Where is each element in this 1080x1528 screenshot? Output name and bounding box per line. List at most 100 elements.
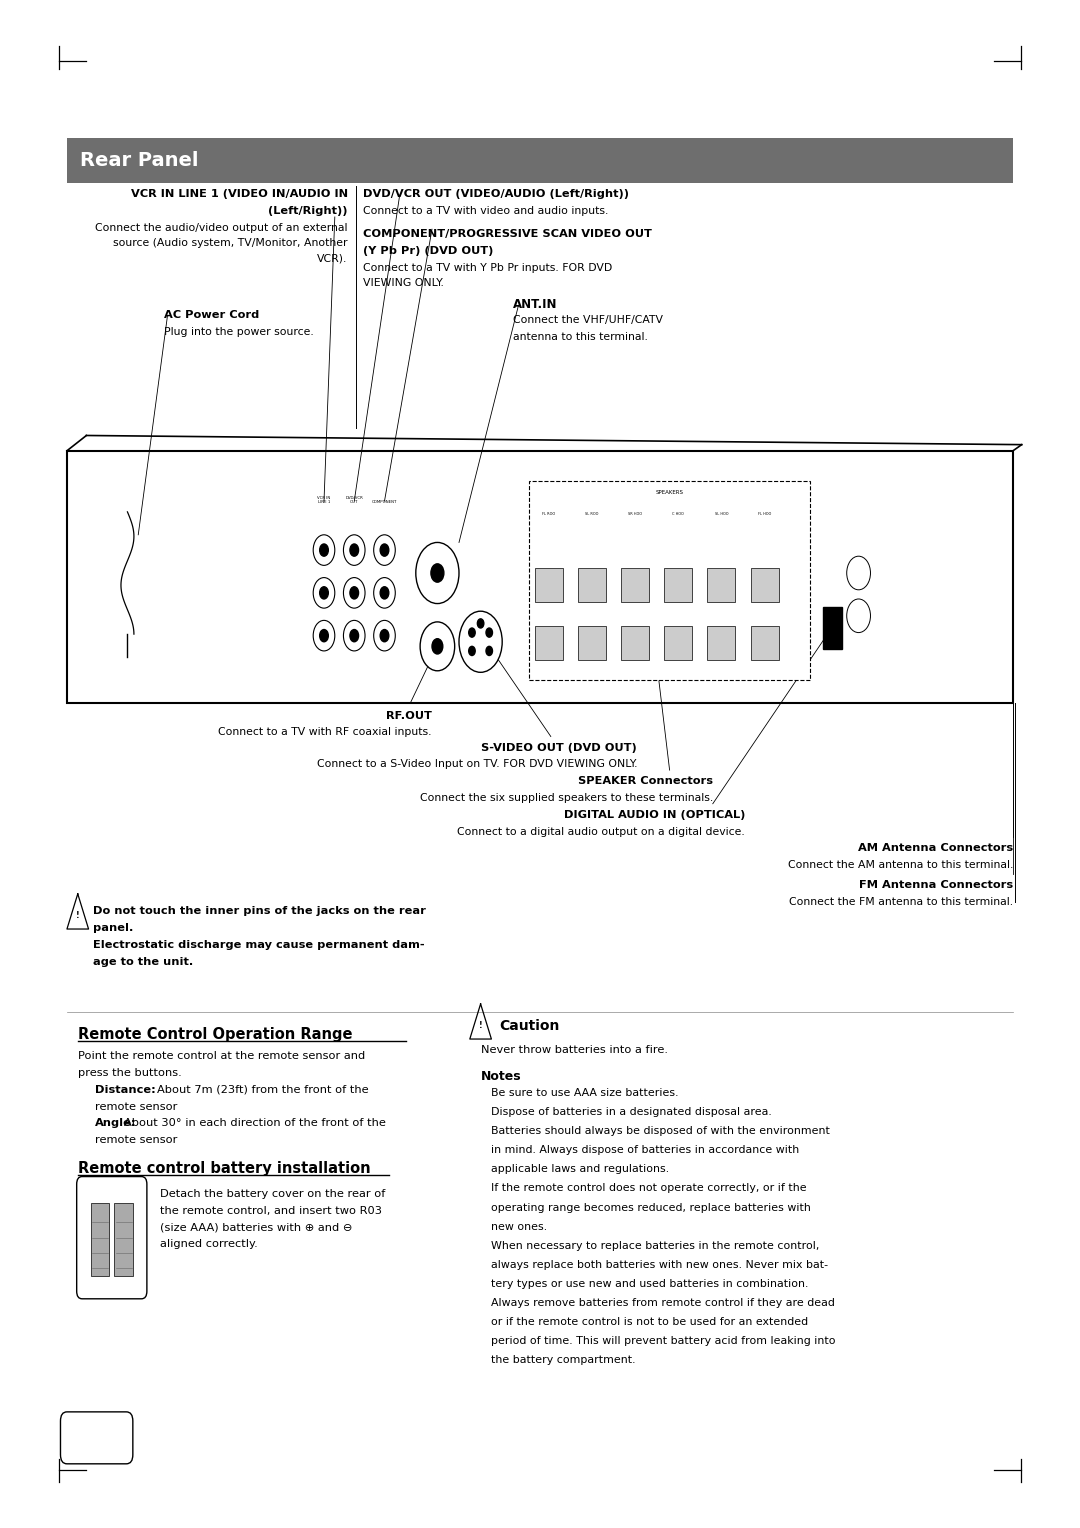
Text: S-VIDEO OUT (DVD OUT): S-VIDEO OUT (DVD OUT) <box>482 743 637 753</box>
Text: COMPONENT/PROGRESSIVE SCAN VIDEO OUT: COMPONENT/PROGRESSIVE SCAN VIDEO OUT <box>363 229 651 240</box>
Text: in mind. Always dispose of batteries in accordance with: in mind. Always dispose of batteries in … <box>491 1146 799 1155</box>
Text: T: T <box>764 576 766 582</box>
Text: the battery compartment.: the battery compartment. <box>491 1355 636 1366</box>
Circle shape <box>313 578 335 608</box>
Text: VIEWING ONLY.: VIEWING ONLY. <box>363 278 444 289</box>
Text: Rear Panel: Rear Panel <box>80 151 199 170</box>
Circle shape <box>374 620 395 651</box>
Circle shape <box>320 587 328 599</box>
Circle shape <box>847 556 870 590</box>
Bar <box>578 626 606 660</box>
Text: T: T <box>677 576 679 582</box>
Text: (Y Pb Pr) (DVD OUT): (Y Pb Pr) (DVD OUT) <box>363 246 494 257</box>
Text: Notes: Notes <box>481 1070 522 1083</box>
Text: If the remote control does not operate correctly, or if the: If the remote control does not operate c… <box>491 1183 807 1193</box>
Text: new ones.: new ones. <box>491 1222 548 1232</box>
Circle shape <box>380 587 389 599</box>
Bar <box>529 481 810 680</box>
Circle shape <box>313 620 335 651</box>
Circle shape <box>420 622 455 671</box>
Text: COMPONENT: COMPONENT <box>372 500 397 504</box>
Text: (size AAA) batteries with ⊕ and ⊖: (size AAA) batteries with ⊕ and ⊖ <box>160 1222 352 1233</box>
Text: press the buttons.: press the buttons. <box>78 1068 181 1079</box>
Text: Connect the FM antenna to this terminal.: Connect the FM antenna to this terminal. <box>788 897 1013 908</box>
Text: SR HOO: SR HOO <box>629 512 642 516</box>
Text: DVD/VCR OUT (VIDEO/AUDIO (Left/Right)): DVD/VCR OUT (VIDEO/AUDIO (Left/Right)) <box>363 189 629 200</box>
Circle shape <box>343 578 365 608</box>
Text: T: T <box>634 576 636 582</box>
Circle shape <box>416 542 459 604</box>
Circle shape <box>432 639 443 654</box>
Text: Plug into the power source.: Plug into the power source. <box>164 327 314 338</box>
Text: Always remove batteries from remote control if they are dead: Always remove batteries from remote cont… <box>491 1299 835 1308</box>
Text: antenna to this terminal.: antenna to this terminal. <box>513 332 648 342</box>
Text: FL HOO: FL HOO <box>758 512 771 516</box>
Text: Be sure to use AAA size batteries.: Be sure to use AAA size batteries. <box>491 1088 679 1099</box>
Circle shape <box>469 628 475 637</box>
Circle shape <box>469 646 475 656</box>
Text: tery types or use new and used batteries in combination.: tery types or use new and used batteries… <box>491 1279 809 1290</box>
Text: Connect to a S-Video Input on TV. FOR DVD VIEWING ONLY.: Connect to a S-Video Input on TV. FOR DV… <box>316 759 637 770</box>
Text: (Left/Right)): (Left/Right)) <box>268 206 348 217</box>
Bar <box>707 568 735 602</box>
Text: SL HOO: SL HOO <box>715 512 728 516</box>
Circle shape <box>380 544 389 556</box>
Text: About 7m (23ft) from the front of the: About 7m (23ft) from the front of the <box>157 1085 368 1096</box>
Bar <box>621 568 649 602</box>
Bar <box>664 568 692 602</box>
Text: SPEAKER Connectors: SPEAKER Connectors <box>578 776 713 787</box>
Text: Remote control battery installation: Remote control battery installation <box>78 1161 370 1177</box>
Circle shape <box>486 646 492 656</box>
Circle shape <box>477 619 484 628</box>
Text: T: T <box>720 576 723 582</box>
Bar <box>664 626 692 660</box>
Text: always replace both batteries with new ones. Never mix bat-: always replace both batteries with new o… <box>491 1259 828 1270</box>
Text: Detach the battery cover on the rear of: Detach the battery cover on the rear of <box>160 1189 386 1199</box>
Text: Electrostatic discharge may cause permanent dam-: Electrostatic discharge may cause perman… <box>93 940 424 950</box>
FancyBboxPatch shape <box>60 1412 133 1464</box>
Text: AC Power Cord: AC Power Cord <box>164 310 259 321</box>
Text: RF.OUT: RF.OUT <box>387 711 432 721</box>
Bar <box>91 1203 109 1276</box>
Text: DVD/VCR
OUT: DVD/VCR OUT <box>346 495 363 504</box>
Circle shape <box>320 544 328 556</box>
Circle shape <box>350 544 359 556</box>
Text: aligned correctly.: aligned correctly. <box>160 1239 258 1250</box>
Bar <box>67 451 1013 703</box>
Circle shape <box>350 587 359 599</box>
Text: C HOO: C HOO <box>673 512 684 516</box>
Circle shape <box>380 630 389 642</box>
Text: T: T <box>720 634 723 640</box>
Text: T: T <box>548 634 550 640</box>
Bar <box>823 607 842 649</box>
Text: +: + <box>855 570 862 576</box>
Text: VCR IN LINE 1 (VIDEO IN/AUDIO IN: VCR IN LINE 1 (VIDEO IN/AUDIO IN <box>131 189 348 200</box>
Bar <box>751 626 779 660</box>
Text: period of time. This will prevent battery acid from leaking into: period of time. This will prevent batter… <box>491 1335 836 1346</box>
Text: DIGITAL AUDIO IN (OPTICAL): DIGITAL AUDIO IN (OPTICAL) <box>564 810 745 821</box>
Text: -: - <box>858 613 860 619</box>
Circle shape <box>343 620 365 651</box>
Circle shape <box>459 611 502 672</box>
Text: VCR).: VCR). <box>318 254 348 264</box>
Circle shape <box>374 535 395 565</box>
Text: Remote Control Operation Range: Remote Control Operation Range <box>78 1027 352 1042</box>
FancyBboxPatch shape <box>77 1177 147 1299</box>
Bar <box>535 568 563 602</box>
Text: remote sensor: remote sensor <box>95 1102 177 1112</box>
Text: T: T <box>591 634 593 640</box>
Text: Distance:: Distance: <box>95 1085 156 1096</box>
Text: T: T <box>548 576 550 582</box>
Text: Never throw batteries into a fire.: Never throw batteries into a fire. <box>481 1045 667 1056</box>
Circle shape <box>431 564 444 582</box>
Text: SPEAKERS: SPEAKERS <box>656 490 684 495</box>
Text: FM Antenna Connectors: FM Antenna Connectors <box>859 880 1013 891</box>
Circle shape <box>486 628 492 637</box>
Text: Connect the AM antenna to this terminal.: Connect the AM antenna to this terminal. <box>787 860 1013 871</box>
Text: remote sensor: remote sensor <box>95 1135 177 1146</box>
Text: Connect to a TV with Y Pb Pr inputs. FOR DVD: Connect to a TV with Y Pb Pr inputs. FOR… <box>363 263 612 274</box>
Text: ANT.IN: ANT.IN <box>513 298 557 312</box>
Text: Connect the VHF/UHF/CATV: Connect the VHF/UHF/CATV <box>513 315 663 325</box>
Text: Connect the audio/video output of an external: Connect the audio/video output of an ext… <box>95 223 348 234</box>
Text: Batteries should always be disposed of with the environment: Batteries should always be disposed of w… <box>491 1126 831 1137</box>
